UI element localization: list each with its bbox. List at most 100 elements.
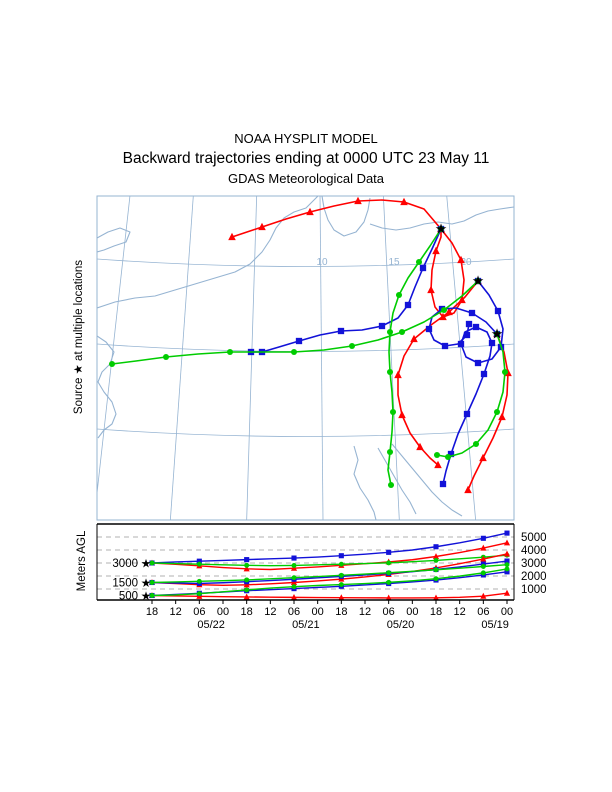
- height-series-path: [151, 568, 508, 597]
- trajectory-marker-square: [441, 342, 449, 350]
- trajectory-green-6: [108, 277, 482, 368]
- title-block: NOAA HYSPLIT MODEL Backward trajectories…: [0, 131, 612, 187]
- trajectory-marker-circle: [386, 328, 394, 336]
- trajectory-marker-triangle: [432, 246, 440, 255]
- trajectory-marker-triangle: [432, 594, 440, 601]
- trajectory-marker-triangle: [464, 485, 472, 494]
- trajectory-marker-circle: [291, 575, 297, 581]
- trajectory-marker-triangle: [243, 593, 250, 600]
- trajectory-marker-triangle: [243, 565, 250, 572]
- trajectory-marker-square: [463, 331, 471, 339]
- trajectory-marker-square: [425, 325, 433, 333]
- trajectory-marker-triangle: [228, 232, 236, 241]
- height-series-green-1500: [149, 562, 510, 585]
- trajectory-marker-circle: [386, 570, 392, 576]
- trajectory-marker-triangle: [306, 207, 314, 216]
- trajectory-marker-circle: [386, 368, 394, 376]
- trajectory-marker-circle: [504, 562, 510, 568]
- trajectory-marker-circle: [244, 562, 250, 568]
- trajectory-path: [397, 280, 479, 466]
- trajectory-path: [436, 333, 506, 458]
- trajectory-marker-circle: [433, 576, 439, 582]
- trajectory-marker-circle: [226, 348, 234, 356]
- trajectory-marker-circle: [493, 408, 501, 416]
- height-series-path: [151, 542, 508, 571]
- trajectory-marker-circle: [474, 277, 482, 285]
- trajectory-marker-triangle: [434, 460, 442, 469]
- trajectory-marker-circle: [386, 579, 392, 585]
- left-axis-label: 3000: [112, 558, 138, 570]
- trajectory-blue-3: [247, 225, 445, 356]
- trajectory-marker-square: [465, 320, 473, 328]
- trajectory-marker-square: [480, 370, 488, 378]
- trajectory-marker-circle: [437, 225, 445, 233]
- trajectory-marker-circle: [244, 587, 250, 593]
- trajectory-marker-triangle: [416, 442, 424, 451]
- trajectory-marker-circle: [149, 560, 155, 566]
- trajectory-marker-square: [474, 359, 482, 367]
- trajectory-marker-square: [419, 264, 427, 272]
- time-tick-label: 12: [454, 606, 466, 618]
- source-star-icon: ★: [435, 221, 448, 237]
- coastline: [369, 206, 514, 231]
- trajectory-marker-triangle: [385, 594, 392, 601]
- trajectory-marker-circle: [386, 448, 394, 456]
- trajectory-marker-circle: [386, 560, 392, 566]
- date-label: 05/20: [387, 619, 415, 631]
- trajectory-marker-triangle: [258, 222, 266, 231]
- trajectory-marker-square: [338, 553, 344, 559]
- trajectory-marker-circle: [433, 451, 441, 459]
- time-tick-label: 00: [406, 606, 418, 618]
- trajectory-marker-triangle: [480, 592, 487, 599]
- trajectory-marker-square: [480, 561, 486, 567]
- trajectory-marker-square: [463, 410, 471, 418]
- trajectory-marker-triangle: [480, 555, 487, 562]
- height-series-path: [151, 560, 508, 585]
- right-axis-label: 4000: [521, 545, 547, 557]
- time-tick-label: 00: [312, 606, 324, 618]
- trajectory-marker-square: [488, 339, 496, 347]
- right-axis-label: 3000: [521, 558, 547, 570]
- trajectory-marker-square: [244, 557, 250, 563]
- trajectory-marker-triangle: [480, 544, 487, 551]
- right-axis-label: 1000: [521, 584, 547, 596]
- graticule-meridian: [246, 196, 258, 520]
- date-label: 05/21: [292, 619, 320, 631]
- trajectory-marker-circle: [291, 563, 297, 568]
- height-series-path: [151, 553, 508, 587]
- trajectory-marker-triangle: [427, 285, 435, 294]
- trajectory-green-8: [433, 330, 509, 461]
- trajectory-marker-square: [378, 322, 386, 330]
- trajectory-marker-square: [494, 307, 502, 315]
- height-series-path: [151, 532, 508, 564]
- trajectory-marker-circle: [444, 453, 452, 461]
- trajectory-marker-circle: [244, 577, 250, 583]
- height-series-blue-3000: [149, 530, 510, 566]
- trajectory-green-7: [386, 225, 445, 489]
- trajectory-marker-square: [504, 558, 510, 564]
- trajectory-marker-square: [439, 480, 447, 488]
- trajectory-marker-triangle: [503, 589, 511, 596]
- trajectory-marker-square: [447, 450, 455, 458]
- time-tick-label: 12: [170, 606, 182, 618]
- start-height-star-icon: ★: [141, 589, 152, 603]
- coastline: [97, 196, 319, 309]
- left-axis-label: 500: [119, 591, 138, 603]
- time-tick-label: 06: [477, 606, 489, 618]
- trajectory-marker-square: [472, 323, 480, 331]
- trajectory-marker-circle: [338, 582, 344, 588]
- map-panel: 10 15 20: [97, 196, 514, 520]
- trajectory-marker-triangle: [400, 197, 408, 206]
- source-star-icon: ★: [472, 273, 485, 289]
- trajectory-marker-circle: [162, 353, 170, 361]
- trajectory-marker-triangle: [445, 307, 453, 316]
- trajectory-marker-circle: [415, 258, 423, 266]
- trajectory-marker-triangle: [410, 334, 418, 343]
- graticule-meridian: [319, 196, 324, 520]
- trajectory-marker-triangle: [354, 196, 362, 205]
- trajectory-marker-circle: [338, 561, 344, 567]
- trajectory-red-0: [228, 196, 466, 321]
- trajectory-marker-circle: [389, 408, 397, 416]
- plot-title: Backward trajectories ending at 0000 UTC…: [122, 150, 490, 168]
